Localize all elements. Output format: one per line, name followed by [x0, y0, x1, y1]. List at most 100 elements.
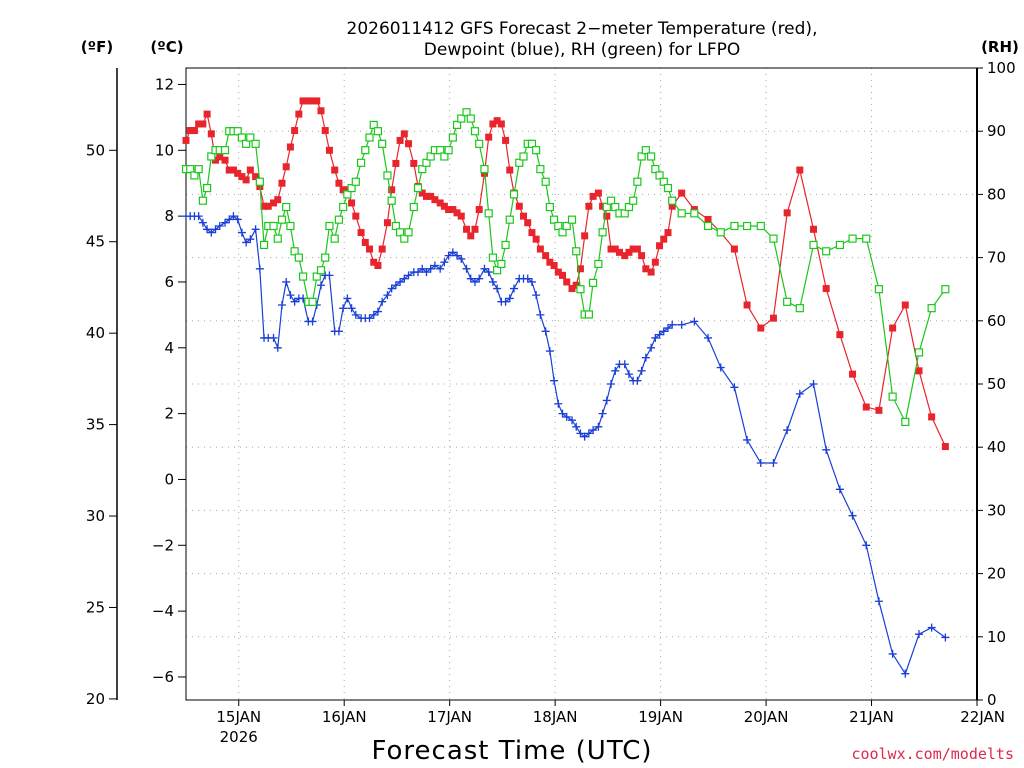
temperature-point — [730, 245, 738, 253]
dewpoint-point — [221, 218, 230, 227]
dewpoint-point — [251, 225, 260, 234]
rh-point — [422, 158, 431, 167]
rh-point — [822, 247, 831, 256]
credit-link[interactable]: coolwx.com/modelts — [851, 745, 1014, 763]
dewpoint-point — [505, 294, 514, 303]
rh-point — [378, 139, 387, 148]
temperature-point — [361, 238, 369, 246]
rh-point — [888, 392, 897, 401]
dewpoint-point — [316, 281, 325, 290]
tick-label-fahrenheit: 20 — [86, 690, 105, 708]
dewpoint-point — [532, 291, 541, 300]
rh-point — [795, 304, 804, 313]
temperature-point — [849, 370, 857, 378]
tick-label-rh: 0 — [987, 691, 997, 709]
temperature-point — [810, 225, 818, 233]
rh-point — [387, 196, 396, 205]
tick-label-celsius: 8 — [164, 207, 174, 225]
temperature-point — [207, 130, 215, 138]
rh-point — [365, 133, 374, 142]
temperature-point — [321, 127, 329, 135]
dewpoint-point — [743, 435, 752, 444]
rh-point — [351, 177, 360, 186]
temperature-point — [335, 179, 343, 187]
rh-point — [509, 190, 519, 199]
rh-point — [668, 196, 677, 205]
temperature-point — [431, 196, 439, 204]
tick-label-celsius: −6 — [152, 668, 174, 686]
tick-label-x: 21JAN — [849, 708, 894, 726]
temperature-point — [638, 252, 646, 260]
dewpoint-point — [848, 511, 857, 520]
temperature-point — [313, 97, 321, 105]
temperature-point — [489, 120, 497, 128]
temperature-point — [668, 202, 676, 210]
temperature-point — [822, 285, 830, 293]
dewpoint-point — [941, 633, 950, 642]
rh-point — [554, 221, 563, 231]
dewpoint-point — [611, 366, 620, 375]
rh-point — [549, 215, 559, 224]
temperature-point — [246, 166, 254, 174]
dewpoint-point — [246, 235, 255, 244]
tick-label-fahrenheit: 30 — [86, 507, 105, 525]
rh-point — [633, 177, 642, 186]
rh-point — [334, 215, 344, 224]
dewpoint-point — [325, 271, 334, 280]
dewpoint-point — [383, 291, 392, 300]
rh-point — [703, 221, 713, 231]
rh-point — [637, 152, 646, 161]
tick-label-rh: 60 — [987, 312, 1006, 330]
temperature-point — [291, 127, 299, 135]
temperature-point — [457, 212, 465, 220]
rh-point — [567, 215, 577, 224]
temperature-point — [467, 232, 475, 240]
temperature-point — [225, 166, 233, 174]
temperature-point — [410, 159, 418, 167]
dewpoint-point — [457, 254, 466, 263]
dewpoint-point — [365, 314, 374, 323]
tick-label-x: 15JAN — [216, 708, 261, 726]
dewpoint-point — [602, 396, 611, 405]
rh-point — [373, 127, 383, 136]
temperature-point — [515, 202, 523, 210]
rh-point — [255, 177, 264, 186]
temperature-point — [642, 265, 650, 273]
temperature-point — [615, 248, 623, 256]
dewpoint-point — [651, 333, 660, 342]
temperature-point — [633, 245, 641, 253]
dewpoint-point — [527, 277, 536, 286]
temperature-point — [568, 285, 576, 293]
temperature-point — [392, 159, 400, 167]
temperature-point — [418, 189, 426, 197]
temperature-point — [901, 301, 909, 309]
rh-point — [246, 133, 255, 142]
dewpoint-point — [475, 274, 484, 283]
dewpoint-point — [655, 330, 664, 339]
tick-label-rh: 20 — [987, 565, 1006, 583]
rh-point — [572, 247, 581, 256]
tick-label-celsius: −4 — [152, 602, 174, 620]
temperature-point — [295, 110, 303, 118]
dewpoint-point — [466, 274, 475, 283]
temperature-point — [497, 120, 505, 128]
temperature-point — [309, 97, 317, 105]
tick-label-x-year: 2026 — [220, 728, 258, 746]
rh-point — [444, 146, 453, 155]
dewpoint-point — [400, 274, 409, 283]
rh-point — [251, 139, 260, 148]
rh-point — [391, 221, 400, 231]
dewpoint-point — [624, 370, 633, 379]
temperature-point — [581, 232, 589, 240]
dewpoint-point — [501, 297, 510, 306]
rh-point — [519, 152, 528, 161]
temperature-point — [203, 110, 211, 118]
temperature-point — [348, 199, 356, 207]
temperature-point — [607, 245, 615, 253]
rh-point — [690, 209, 699, 218]
unit-label-rh: (RH) — [981, 38, 1019, 56]
temperature-point — [524, 219, 532, 227]
dewpoint-point — [215, 222, 224, 230]
temperature-point — [528, 229, 536, 237]
rh-point — [927, 304, 936, 313]
